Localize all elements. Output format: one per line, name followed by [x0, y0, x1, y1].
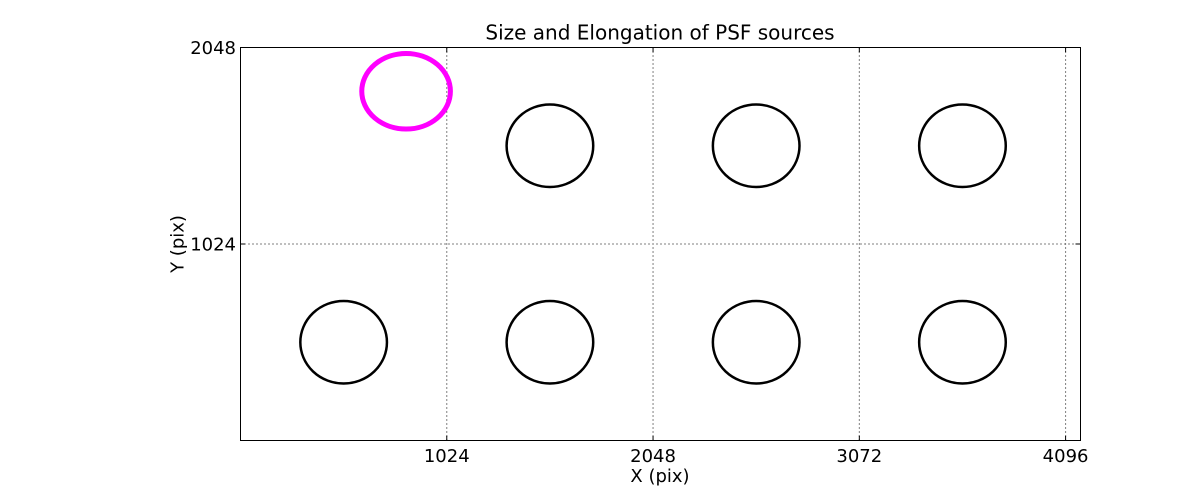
psf-sources-ellipse [711, 299, 801, 385]
x-tick-label-2048: 2048 [630, 446, 676, 467]
series-layer [299, 50, 1008, 385]
y-tick-label-2048: 2048 [190, 38, 236, 59]
psf-sources-ellipse [711, 103, 801, 189]
x-tick-label-1024: 1024 [424, 446, 470, 467]
x-axis-label: X (pix) [630, 466, 689, 487]
y-tick-label-1024: 1024 [190, 235, 236, 256]
psf-sources-ellipse [917, 103, 1008, 189]
y-axis-label: Y (pix) [168, 215, 189, 274]
psf-sources-ellipse [505, 103, 595, 189]
psf-sources-ellipse [299, 299, 389, 385]
x-tick-label-3072: 3072 [836, 446, 882, 467]
psf-sources-ellipse [917, 299, 1008, 385]
chart-title: Size and Elongation of PSF sources [485, 21, 834, 45]
psf-sources-ellipse [505, 299, 595, 385]
tick-layer: 1024 2048 3072 4096 1024 2048 [190, 38, 1088, 467]
x-tick-label-4096: 4096 [1043, 446, 1089, 467]
elongated-source-ellipse [359, 50, 453, 132]
